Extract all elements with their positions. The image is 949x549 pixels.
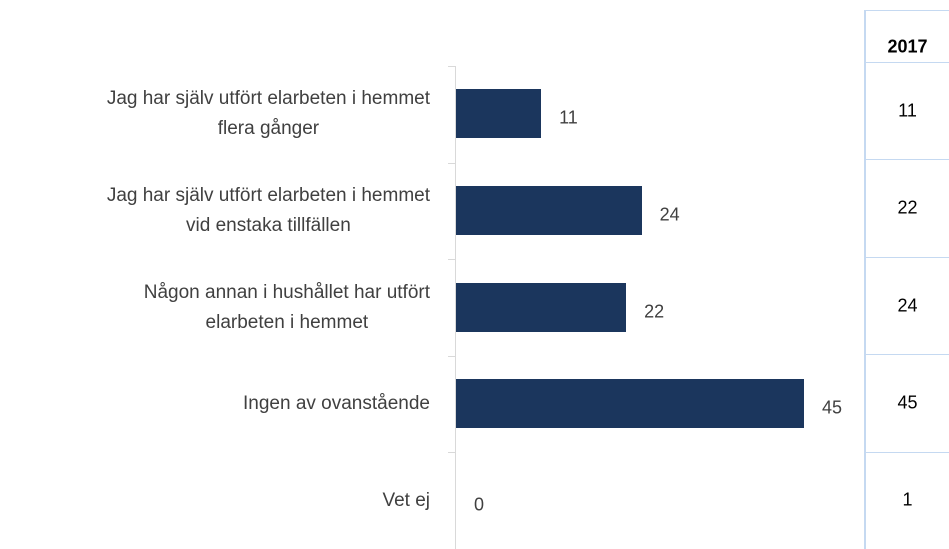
- category-label-line: vid enstaka tillfällen: [186, 214, 351, 236]
- value-label: 24: [659, 204, 680, 225]
- table-cell: 1: [902, 489, 913, 510]
- table-header-rule: [866, 10, 949, 11]
- value-label: 0: [474, 494, 485, 515]
- bar: [456, 379, 804, 429]
- bar: [456, 282, 627, 332]
- category-label-line: Någon annan i hushållet har utfört: [143, 281, 430, 303]
- table-cell: 24: [897, 295, 918, 315]
- category-label-line: elarbeten i hemmet: [205, 311, 369, 333]
- value-label: 22: [644, 301, 665, 321]
- tick: [448, 162, 456, 164]
- value-label: 11: [559, 107, 578, 128]
- bar: [456, 89, 542, 139]
- table-cell: 45: [897, 392, 918, 413]
- category-label: Vet ej: [382, 486, 430, 516]
- tick: [448, 259, 456, 261]
- category-label-line: Jag har själv utfört elarbeten i hemmet: [106, 88, 430, 110]
- tick: [448, 452, 456, 454]
- category-label-line: flera gånger: [217, 118, 320, 140]
- bar: [456, 185, 642, 235]
- table-cell: 22: [897, 197, 918, 218]
- table-row-rule: [866, 354, 949, 356]
- table-row-rule: [866, 62, 949, 63]
- category-label-line: Ingen av ovanstående: [243, 393, 430, 415]
- table-header: 2017: [887, 36, 928, 57]
- table-row-rule: [866, 451, 949, 453]
- table-row-rule: [866, 256, 949, 258]
- tick: [448, 355, 456, 357]
- table-cell: 11: [898, 100, 917, 121]
- category-label: Någon annan i hushållet har utfört elarbe…: [144, 278, 430, 338]
- tick: [448, 66, 456, 67]
- table-row-rule: [866, 159, 949, 161]
- category-label: Jag har själv utfört elarbeten i hemmet f…: [107, 84, 430, 144]
- category-label-line: Vet ej: [382, 489, 430, 511]
- category-label: Jag har själv utfört elarbeten i hemmet v…: [107, 181, 430, 241]
- category-label-line: Jag har själv utfört elarbeten i hemmet: [106, 184, 430, 206]
- category-label: Ingen av ovanstående: [243, 389, 430, 419]
- value-label: 45: [822, 397, 843, 418]
- axis-line: [455, 66, 456, 549]
- table-border: [864, 10, 866, 549]
